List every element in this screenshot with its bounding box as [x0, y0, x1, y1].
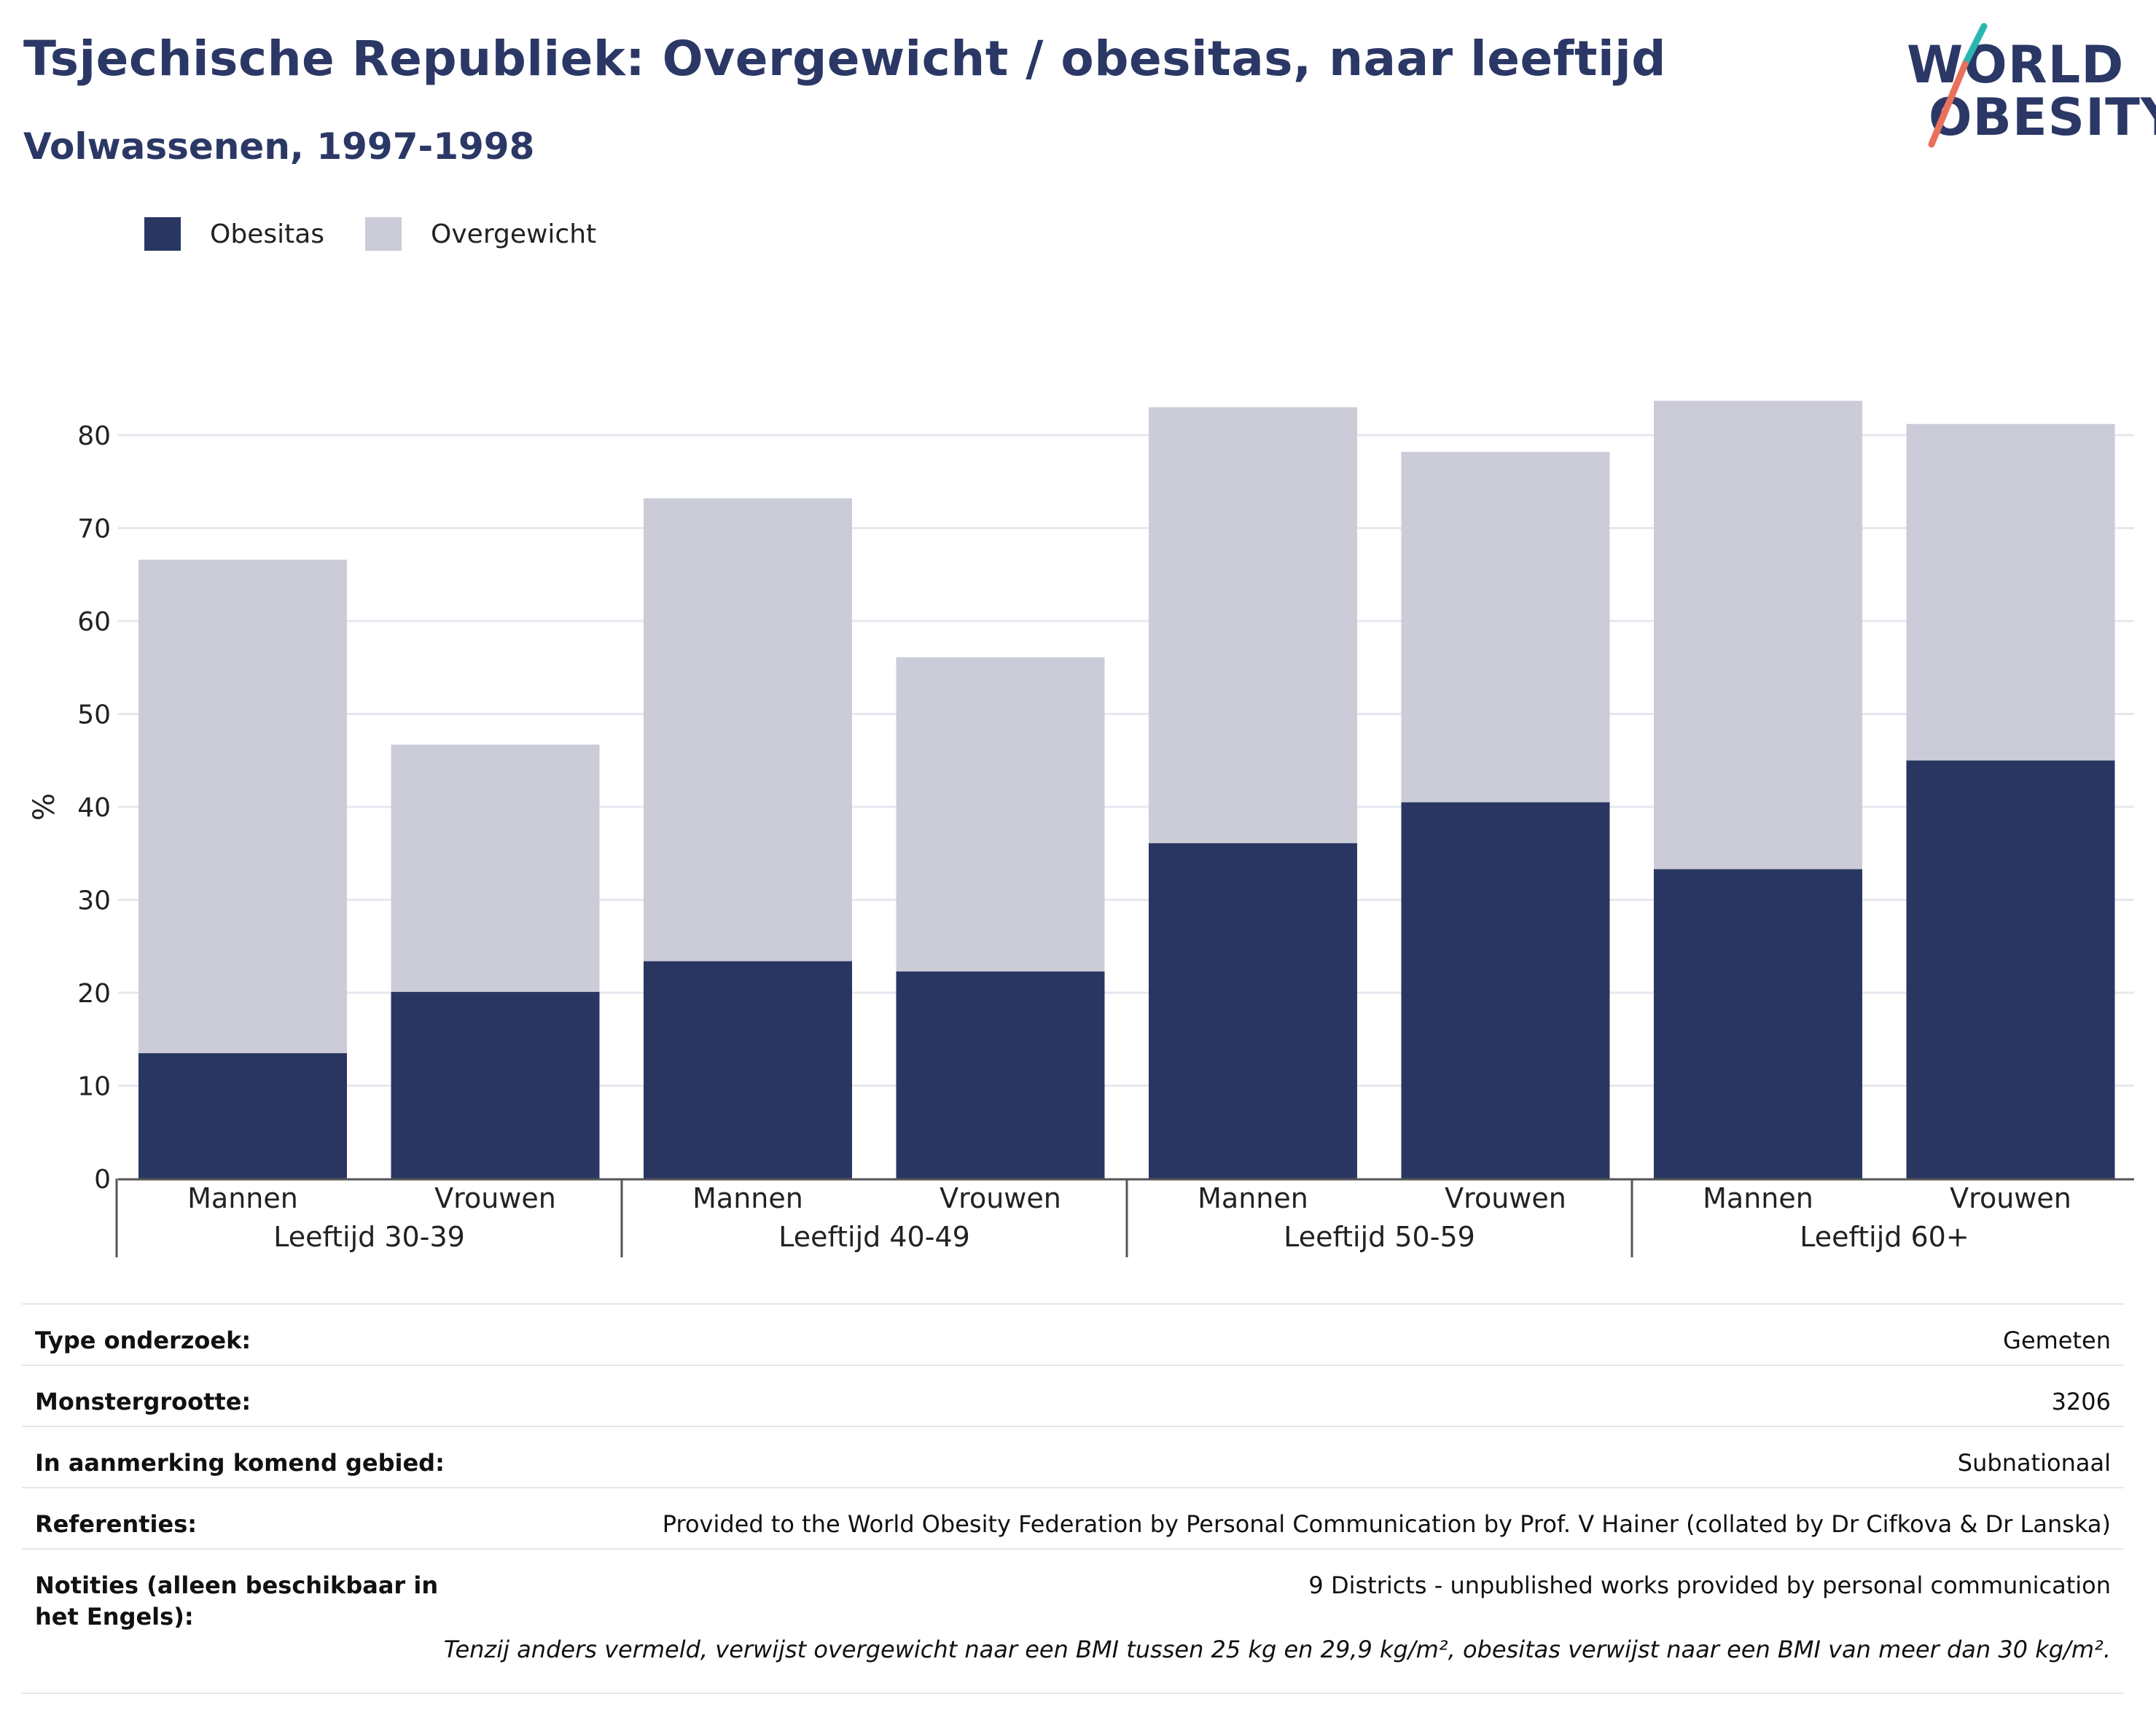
y-tick-label: 70	[77, 515, 111, 544]
x-group-label: Leeftijd 40-49	[778, 1221, 970, 1253]
survey-info-table: Type onderzoek: Gemeten Monstergrootte: …	[22, 1303, 2124, 1640]
y-tick-label: 30	[77, 886, 111, 916]
logo-slash-icon	[1928, 23, 1988, 148]
legend-label-overgewicht: Overgewicht	[431, 219, 597, 249]
y-tick-label: 40	[77, 793, 111, 823]
footnote-divider	[22, 1692, 2124, 1694]
bmi-footnote: Tenzij anders vermeld, verwijst overgewi…	[443, 1636, 2111, 1663]
legend-label-obesitas: Obesitas	[210, 219, 325, 249]
y-tick-label: 50	[77, 700, 111, 730]
y-tick-label: 10	[77, 1072, 111, 1102]
bar-obesitas	[138, 1052, 347, 1179]
bar-overgewicht	[1906, 423, 2115, 761]
info-row-area: In aanmerking komend gebied: Subnationaa…	[22, 1426, 2124, 1487]
bar-obesitas	[1401, 802, 1610, 1179]
info-row-sample-size: Monstergrootte: 3206	[22, 1364, 2124, 1426]
chart-title: Tsjechische Republiek: Overgewicht / obe…	[23, 31, 1667, 87]
x-group-label: Leeftijd 50-59	[1284, 1221, 1475, 1253]
legend-swatch-obesitas	[144, 217, 181, 251]
bar-obesitas	[391, 991, 600, 1179]
x-tick-label: Mannen	[1198, 1182, 1308, 1214]
x-group-label: Leeftijd 60+	[1800, 1221, 1969, 1253]
x-tick-label: Vrouwen	[434, 1182, 556, 1214]
info-key: Notities (alleen beschikbaar in het Enge…	[35, 1571, 439, 1631]
info-row-type: Type onderzoek: Gemeten	[22, 1303, 2124, 1364]
y-axis-label: %	[28, 793, 61, 821]
bar-obesitas	[1654, 869, 1862, 1179]
bar-obesitas	[1906, 760, 2115, 1179]
logo-line-1: WORLD	[1907, 35, 2125, 95]
bar-overgewicht	[391, 744, 600, 992]
info-value: 3206	[2051, 1388, 2111, 1415]
info-row-references: Referenties: Provided to the World Obesi…	[22, 1487, 2124, 1548]
x-tick-label: Mannen	[187, 1182, 298, 1214]
info-key: Type onderzoek:	[35, 1327, 251, 1354]
logo-line-2: OBESITY	[1929, 87, 2156, 147]
chart-subtitle: Volwassenen, 1997-1998	[23, 125, 535, 168]
x-tick-label: Vrouwen	[940, 1182, 1061, 1214]
info-key: Referenties:	[35, 1510, 198, 1538]
info-value: Gemeten	[2003, 1327, 2111, 1354]
y-tick-label: 60	[77, 607, 111, 637]
bar-obesitas	[1149, 843, 1357, 1179]
stacked-bar-chart: 0 10 20 30 40 50 60 70 80% Mannen Vrouwen Mannen Vro…	[28, 400, 2134, 1257]
legend-item-obesitas[interactable]: Obesitas	[144, 217, 324, 251]
info-row-notes: Notities (alleen beschikbaar in het Enge…	[22, 1548, 2124, 1640]
world-obesity-logo: WORLD OBESITY	[1902, 22, 2156, 153]
x-tick-label: Vrouwen	[1445, 1182, 1566, 1214]
info-value: 9 Districts - unpublished works provided…	[1308, 1571, 2111, 1599]
x-tick-label: Vrouwen	[1950, 1182, 2071, 1214]
info-value: Provided to the World Obesity Federation…	[662, 1510, 2111, 1538]
y-tick-label: 20	[77, 979, 111, 1009]
bar-overgewicht	[138, 559, 347, 1053]
x-group-label: Leeftijd 30-39	[273, 1221, 465, 1253]
legend-item-overgewicht[interactable]: Overgewicht	[365, 217, 596, 251]
bar-overgewicht	[1149, 407, 1357, 843]
chart-legend: Obesitas Overgewicht	[144, 217, 637, 251]
y-tick-label: 0	[94, 1165, 111, 1195]
bar-overgewicht	[644, 498, 852, 961]
bar-obesitas	[644, 961, 852, 1179]
info-key: Monstergrootte:	[35, 1388, 251, 1415]
bar-overgewicht	[1654, 400, 1862, 870]
bar-obesitas	[896, 971, 1105, 1179]
legend-swatch-overgewicht	[365, 217, 402, 251]
y-tick-label: 80	[77, 421, 111, 451]
bar-overgewicht	[896, 657, 1105, 972]
info-key: In aanmerking komend gebied:	[35, 1449, 445, 1477]
x-tick-label: Mannen	[692, 1182, 803, 1214]
info-value: Subnationaal	[1957, 1449, 2111, 1477]
bar-overgewicht	[1401, 451, 1610, 802]
x-tick-label: Mannen	[1703, 1182, 1813, 1214]
